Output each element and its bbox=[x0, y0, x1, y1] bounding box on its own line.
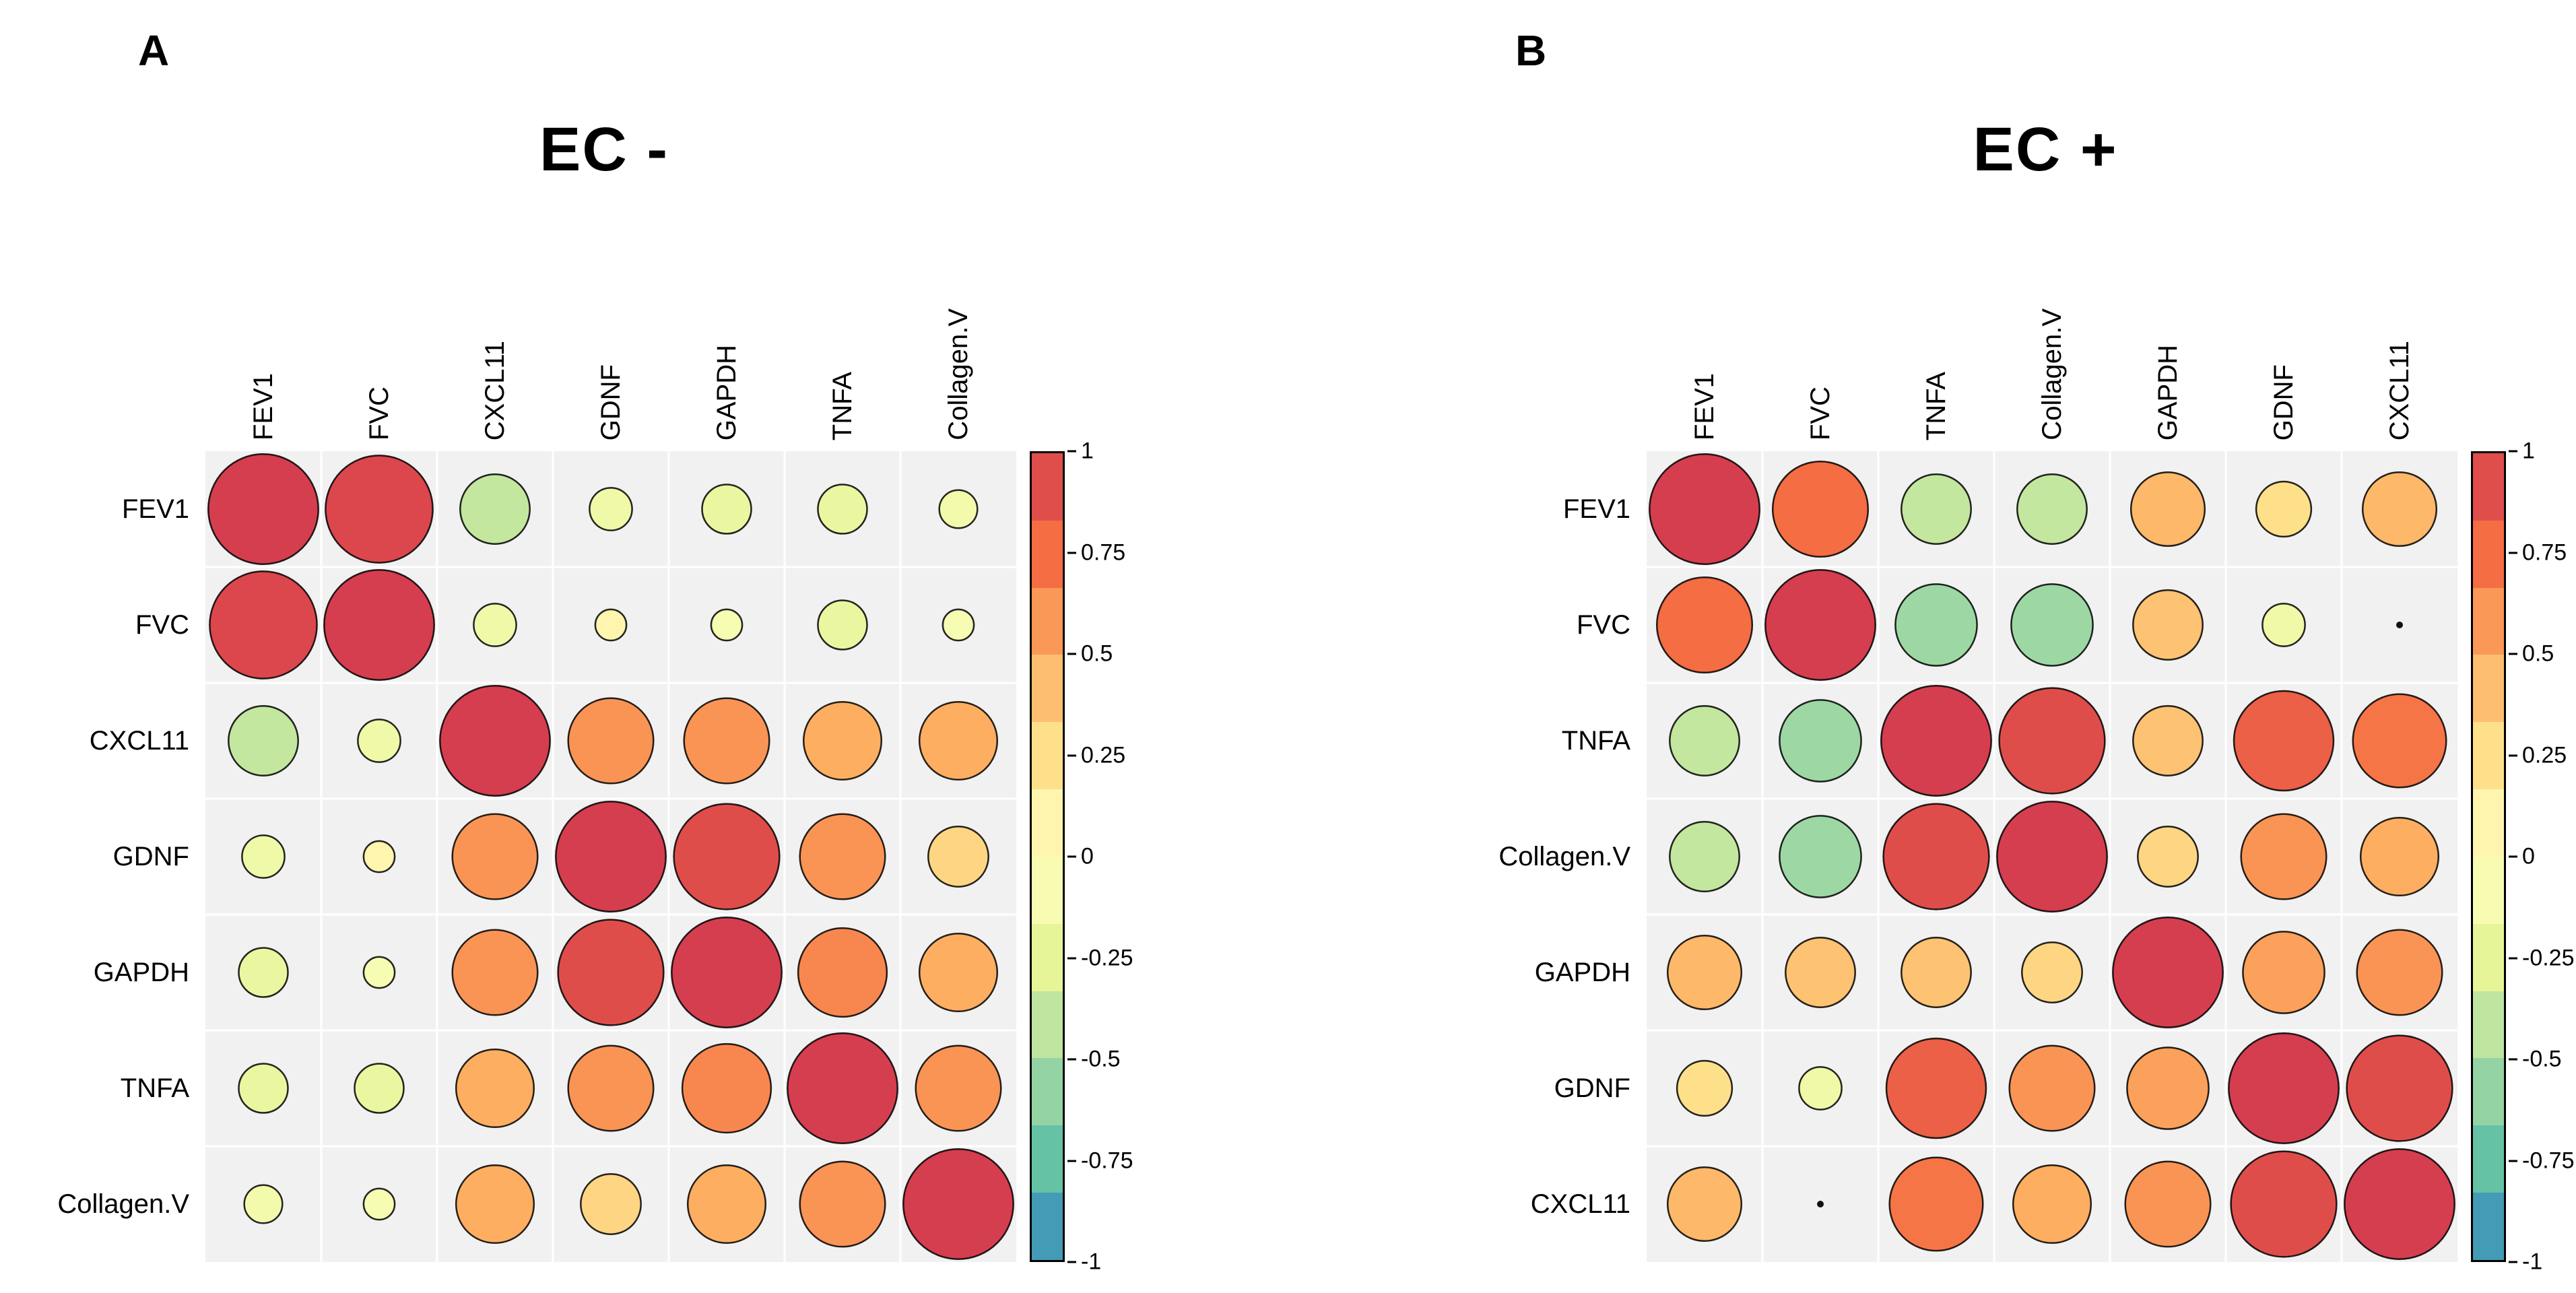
colorbar-tick bbox=[1067, 1058, 1076, 1061]
column-label: GDNF bbox=[2268, 364, 2299, 440]
colorbar-tick bbox=[1067, 450, 1076, 453]
panel-title-ec-negative: EC - bbox=[539, 115, 669, 184]
colorbar-tick-label: -1 bbox=[1081, 1249, 1102, 1275]
colorbar-tick-label: -0.25 bbox=[2522, 945, 2575, 970]
colorbar-tick-label: 0.25 bbox=[2522, 742, 2567, 768]
correlation-matrix bbox=[1647, 451, 2457, 1262]
colorbar-tick-label: 1 bbox=[2522, 438, 2535, 464]
column-label: TNFA bbox=[1921, 371, 1951, 440]
colorbar-tick-label: -0.75 bbox=[1081, 1148, 1133, 1173]
row-label: TNFA bbox=[1561, 725, 1630, 756]
panel-letter-a: A bbox=[138, 26, 170, 75]
column-label: GAPDH bbox=[711, 344, 741, 440]
row-label: Collagen.V bbox=[1498, 841, 1630, 871]
colorbar-tick bbox=[1067, 1160, 1076, 1162]
row-label: Collagen.V bbox=[57, 1189, 189, 1219]
colorbar-tick-label: 0 bbox=[1081, 843, 1094, 869]
column-label: TNFA bbox=[827, 371, 857, 440]
colorbar-gradient bbox=[1030, 451, 1065, 1262]
panel-letter-b: B bbox=[1515, 26, 1547, 75]
correlation-matrix bbox=[205, 451, 1016, 1262]
colorbar-tick bbox=[2509, 450, 2517, 453]
panel-ec-positive: B EC + FEV1 FVC TNFA Collagen.V GAPDH GDNF CXC… bbox=[1478, 20, 2576, 1275]
row-label: GDNF bbox=[112, 841, 189, 871]
colorbar-tick-label: 0.5 bbox=[1081, 640, 1113, 667]
colorbar-gradient bbox=[2471, 451, 2506, 1262]
column-label: FVC bbox=[364, 387, 394, 440]
row-label: GAPDH bbox=[1534, 957, 1630, 987]
colorbar-tick-label: 0 bbox=[2522, 843, 2535, 869]
colorbar-tick-label: 0.25 bbox=[1081, 742, 1126, 768]
panel-title-row: EC - bbox=[37, 20, 1171, 222]
column-label: FVC bbox=[1805, 387, 1835, 440]
row-labels: FEV1 FVC TNFA Collagen.V GAPDH GDNF CXCL11 bbox=[1478, 451, 1647, 1262]
colorbar-tick bbox=[2509, 855, 2517, 858]
colorbar-tick bbox=[2509, 1058, 2517, 1061]
colorbar-tick-label: 0.75 bbox=[2522, 539, 2567, 565]
row-label: CXCL11 bbox=[1530, 1189, 1630, 1219]
colorbar-tick bbox=[1067, 1261, 1076, 1263]
colorbar-tick bbox=[2509, 957, 2517, 959]
colorbar-tick-label: 1 bbox=[1081, 438, 1094, 464]
colorbar-tick-label: -0.5 bbox=[1081, 1046, 1121, 1072]
column-label: Collagen.V bbox=[943, 308, 973, 440]
row-label: FEV1 bbox=[1562, 494, 1630, 524]
correlation-matrix-plot bbox=[205, 451, 1016, 1262]
row-label: TNFA bbox=[120, 1073, 189, 1103]
colorbar-tick-label: -1 bbox=[2522, 1249, 2543, 1275]
colorbar-tick bbox=[2509, 1160, 2517, 1162]
column-label: GAPDH bbox=[2152, 344, 2183, 440]
column-labels: FEV1 FVC CXCL11 GDNF GAPDH TNFA Collagen.V bbox=[205, 222, 1016, 451]
row-labels: FEV1 FVC CXCL11 GDNF GAPDH TNFA Collagen.V bbox=[37, 451, 205, 1262]
colorbar: 1 0.75 0.5 0.25 0 -0.25 -0.5 -0.75 -1 bbox=[2471, 438, 2576, 1275]
colorbar-tick bbox=[1067, 754, 1076, 756]
colorbar-tick-label: -0.5 bbox=[2522, 1046, 2562, 1072]
row-label: FVC bbox=[135, 609, 189, 640]
colorbar-tick bbox=[2509, 552, 2517, 554]
colorbar-tick-label: 0.75 bbox=[1081, 539, 1126, 565]
column-label: CXCL11 bbox=[480, 340, 510, 440]
row-label: FVC bbox=[1577, 609, 1630, 640]
column-labels: FEV1 FVC TNFA Collagen.V GAPDH GDNF CXCL11 bbox=[1647, 222, 2457, 451]
row-label: GDNF bbox=[1554, 1073, 1630, 1103]
column-label: Collagen.V bbox=[2037, 308, 2067, 440]
colorbar: 1 0.75 0.5 0.25 0 -0.25 -0.5 -0.75 -1 bbox=[1030, 438, 1168, 1275]
row-label: CXCL11 bbox=[89, 725, 189, 756]
row-label: FEV1 bbox=[121, 494, 189, 524]
colorbar-tick bbox=[1067, 653, 1076, 655]
colorbar-tick bbox=[2509, 754, 2517, 756]
row-label: GAPDH bbox=[93, 957, 189, 987]
colorbar-tick bbox=[2509, 653, 2517, 655]
column-label: CXCL11 bbox=[2384, 340, 2414, 440]
column-label: GDNF bbox=[595, 364, 626, 440]
colorbar-tick bbox=[1067, 957, 1076, 959]
panel-title-ec-positive: EC + bbox=[1973, 115, 2118, 184]
colorbar-tick-label: -0.25 bbox=[1081, 945, 1133, 970]
colorbar-tick bbox=[1067, 552, 1076, 554]
colorbar-tick-label: 0.5 bbox=[2522, 640, 2554, 667]
correlation-matrix-plot bbox=[1647, 451, 2457, 1262]
column-label: FEV1 bbox=[248, 372, 278, 440]
colorbar-tick bbox=[1067, 855, 1076, 858]
panel-title-row: EC + bbox=[1478, 20, 2576, 222]
panel-ec-negative: A EC - FEV1 FVC CXCL11 GDNF GAPDH TNFA Collage… bbox=[37, 20, 1171, 1275]
column-label: FEV1 bbox=[1689, 372, 1719, 440]
colorbar-tick bbox=[2509, 1261, 2517, 1263]
colorbar-tick-label: -0.75 bbox=[2522, 1148, 2575, 1173]
